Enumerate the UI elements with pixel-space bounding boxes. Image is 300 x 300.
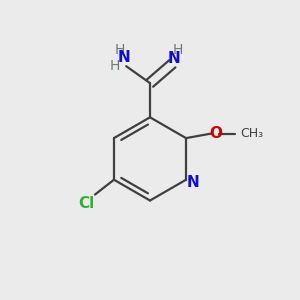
Text: N: N <box>118 50 130 65</box>
Text: H: H <box>114 43 124 56</box>
Text: N: N <box>186 175 199 190</box>
Text: H: H <box>110 59 120 73</box>
Text: CH₃: CH₃ <box>241 127 264 140</box>
Text: Cl: Cl <box>78 196 94 211</box>
Text: N: N <box>167 51 180 66</box>
Text: H: H <box>172 43 183 57</box>
Text: O: O <box>209 126 222 141</box>
